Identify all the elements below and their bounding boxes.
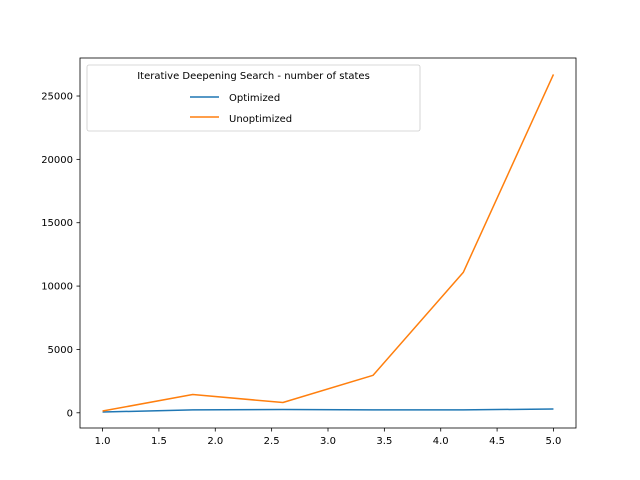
x-tick-label: 4.0 xyxy=(433,436,449,447)
y-tick-label: 15000 xyxy=(41,218,73,229)
axes-frame xyxy=(79,57,577,429)
x-tick-label: 1.0 xyxy=(95,436,111,447)
x-tick-label: 3.0 xyxy=(320,436,336,447)
legend-label-unoptimized: Unoptimized xyxy=(229,114,292,125)
x-axis: 1.0 1.5 2.0 2.5 3.0 3.5 4.0 4.5 5.0 xyxy=(95,428,562,447)
series-line-unoptimized xyxy=(102,74,555,412)
y-axis: 0 5000 10000 15000 20000 25000 xyxy=(41,92,80,419)
y-tick-label: 0 xyxy=(67,408,73,419)
y-tick-label: 5000 xyxy=(48,345,73,356)
y-tick-label: 25000 xyxy=(41,92,73,103)
y-tick-label: 20000 xyxy=(41,155,73,166)
x-tick-label: 4.5 xyxy=(489,436,505,447)
legend-label-optimized: Optimized xyxy=(229,93,280,104)
x-tick-label: 2.0 xyxy=(207,436,223,447)
x-tick-label: 3.5 xyxy=(376,436,392,447)
x-tick-label: 2.5 xyxy=(264,436,280,447)
y-tick-label: 10000 xyxy=(41,282,73,293)
x-tick-label: 1.5 xyxy=(151,436,167,447)
legend-title: Iterative Deepening Search - number of s… xyxy=(137,71,370,82)
plot-lines xyxy=(102,74,555,413)
legend-box xyxy=(86,64,421,132)
x-tick-label: 5.0 xyxy=(546,436,562,447)
legend: Iterative Deepening Search - number of s… xyxy=(86,64,421,132)
series-line-optimized xyxy=(102,408,554,413)
